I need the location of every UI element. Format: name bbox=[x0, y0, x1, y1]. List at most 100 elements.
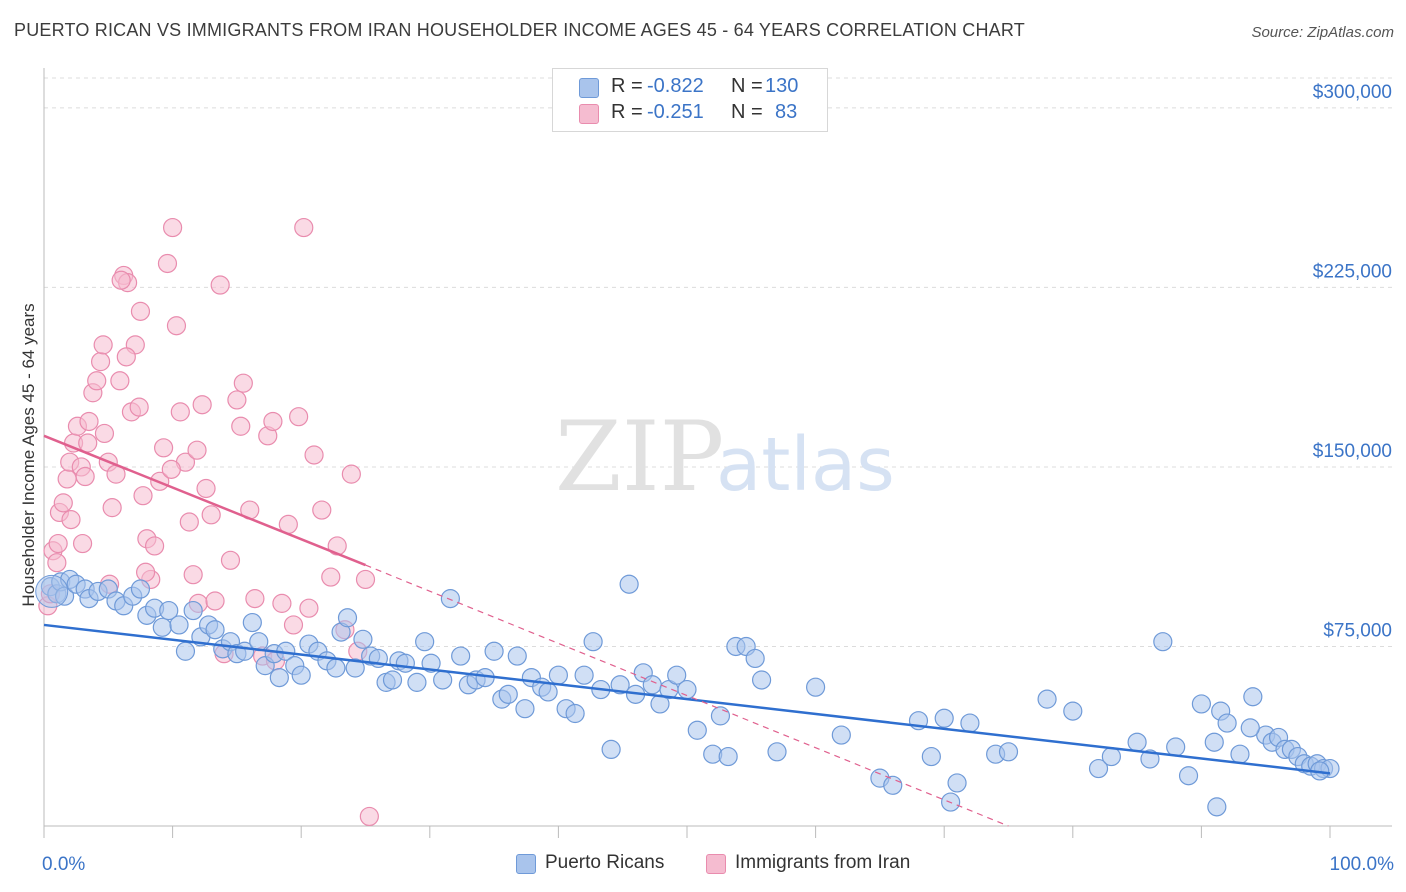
data-point bbox=[745, 648, 765, 669]
data-point bbox=[196, 478, 216, 499]
data-point bbox=[130, 301, 151, 321]
data-point bbox=[159, 600, 179, 621]
data-point bbox=[382, 670, 403, 690]
data-point bbox=[161, 459, 181, 479]
data-point bbox=[220, 550, 241, 570]
data-point bbox=[710, 706, 731, 726]
data-point bbox=[205, 591, 225, 611]
data-point bbox=[767, 742, 787, 762]
data-point bbox=[157, 253, 178, 274]
data-point bbox=[201, 505, 221, 525]
x-tick-label-min: 0.0% bbox=[42, 854, 85, 875]
data-point bbox=[153, 438, 174, 458]
data-point bbox=[110, 371, 130, 391]
y-tick-label: $300,000 bbox=[1313, 82, 1392, 103]
data-point bbox=[433, 670, 453, 690]
iran-points bbox=[38, 217, 379, 827]
data-point bbox=[498, 684, 518, 704]
data-point bbox=[1240, 718, 1260, 738]
data-point bbox=[1063, 701, 1083, 721]
data-point bbox=[1230, 744, 1250, 764]
data-point bbox=[242, 612, 262, 633]
data-point bbox=[94, 423, 115, 444]
data-point bbox=[93, 335, 113, 355]
data-point bbox=[289, 407, 309, 427]
data-point bbox=[231, 416, 251, 436]
data-point bbox=[130, 579, 151, 599]
data-point bbox=[415, 632, 435, 652]
data-point bbox=[163, 217, 183, 238]
data-point bbox=[1140, 749, 1160, 769]
data-point bbox=[921, 746, 941, 767]
trend-lines bbox=[43, 434, 1331, 827]
data-point bbox=[291, 665, 311, 685]
legend-n-value: 83 bbox=[775, 101, 798, 123]
data-point bbox=[619, 574, 639, 594]
data-point bbox=[667, 665, 687, 685]
trend-line-iran bbox=[43, 434, 366, 567]
data-point bbox=[53, 493, 73, 513]
data-point bbox=[998, 742, 1019, 762]
bottom-legend-swatch-blue bbox=[516, 854, 536, 874]
legend-n-label: N = bbox=[731, 101, 763, 123]
data-point bbox=[299, 598, 319, 618]
data-point bbox=[144, 536, 165, 556]
data-point bbox=[353, 629, 373, 649]
data-point bbox=[179, 512, 199, 532]
data-point bbox=[718, 746, 738, 767]
data-point bbox=[233, 373, 253, 393]
puerto-rican-points bbox=[35, 569, 1340, 817]
gridlines bbox=[44, 77, 1392, 647]
data-point bbox=[135, 562, 156, 582]
data-point bbox=[75, 466, 95, 487]
data-point bbox=[355, 569, 376, 590]
data-point bbox=[337, 608, 358, 628]
trend-line-puerto-ricans bbox=[43, 623, 1331, 775]
data-point bbox=[227, 390, 247, 410]
data-point bbox=[1153, 632, 1173, 652]
data-point bbox=[294, 217, 314, 238]
legend-swatch-blue bbox=[579, 78, 599, 98]
data-point bbox=[192, 395, 212, 415]
data-point bbox=[133, 486, 153, 506]
data-point bbox=[57, 469, 77, 489]
data-point bbox=[272, 593, 292, 613]
trend-line-iran-extrapolated bbox=[365, 564, 1009, 827]
data-point bbox=[111, 270, 131, 290]
legend-r-label: R = bbox=[611, 75, 643, 97]
chart-title: PUERTO RICAN VS IMMIGRANTS FROM IRAN HOU… bbox=[14, 20, 1025, 40]
data-point bbox=[48, 533, 68, 554]
data-point bbox=[345, 658, 365, 678]
data-point bbox=[102, 498, 122, 518]
data-point bbox=[1037, 689, 1057, 709]
data-point bbox=[1178, 766, 1199, 786]
legend-r-label: R = bbox=[611, 101, 643, 123]
data-point bbox=[947, 773, 967, 793]
data-point bbox=[451, 646, 471, 666]
data-point bbox=[166, 316, 187, 336]
data-point bbox=[269, 667, 289, 688]
data-point bbox=[805, 677, 826, 697]
data-point bbox=[170, 402, 190, 422]
data-point bbox=[312, 500, 332, 520]
axes bbox=[43, 68, 1392, 838]
data-point bbox=[72, 533, 93, 554]
data-point bbox=[484, 641, 504, 661]
data-point bbox=[326, 658, 346, 678]
data-point bbox=[359, 806, 379, 827]
data-point bbox=[304, 445, 324, 465]
data-point bbox=[90, 352, 111, 372]
source-credit: Source: ZipAtlas.com bbox=[1251, 24, 1394, 41]
data-point bbox=[205, 620, 225, 640]
data-point bbox=[169, 615, 189, 635]
data-point bbox=[87, 371, 107, 391]
data-point bbox=[245, 589, 265, 609]
watermark-atlas: atlas bbox=[716, 422, 895, 508]
data-point bbox=[515, 699, 535, 719]
data-point bbox=[78, 433, 98, 453]
data-point bbox=[183, 565, 203, 585]
data-point bbox=[507, 646, 527, 666]
data-point bbox=[934, 708, 954, 728]
data-point bbox=[831, 725, 851, 745]
data-point bbox=[210, 275, 230, 295]
